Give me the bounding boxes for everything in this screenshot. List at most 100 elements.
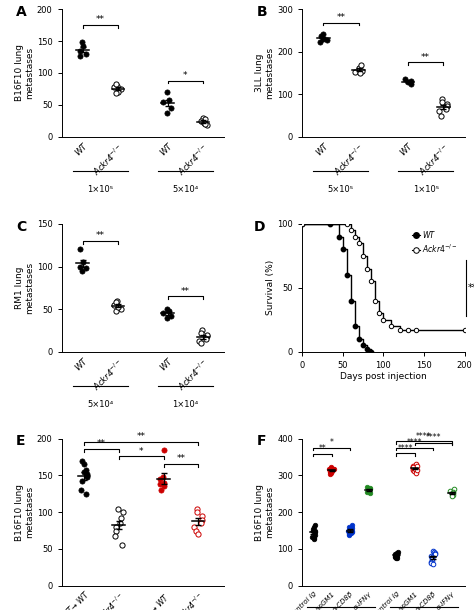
- Point: [438, 95, 446, 104]
- Point: [165, 96, 173, 106]
- Text: 5×10⁴: 5×10⁴: [87, 400, 114, 409]
- Point: [114, 504, 121, 514]
- Point: [310, 522, 318, 532]
- Point: [76, 51, 83, 60]
- Point: [401, 74, 409, 84]
- Point: [311, 526, 319, 536]
- Point: [443, 101, 451, 111]
- Point: [197, 116, 205, 126]
- Point: [431, 548, 439, 558]
- Point: [351, 232, 359, 242]
- Point: [410, 461, 417, 471]
- Point: [329, 464, 337, 474]
- Point: [110, 300, 118, 310]
- Text: **: **: [337, 13, 346, 22]
- Point: [114, 87, 121, 97]
- Point: [345, 522, 352, 532]
- X-axis label: Days post injection: Days post injection: [340, 373, 427, 381]
- Point: [428, 551, 435, 561]
- Point: [298, 219, 306, 229]
- Text: **: **: [137, 432, 146, 441]
- Point: [348, 520, 356, 530]
- Point: [392, 552, 399, 562]
- Point: [160, 478, 168, 488]
- Point: [111, 531, 118, 541]
- Point: [195, 337, 203, 346]
- Point: [404, 325, 411, 335]
- Point: [77, 486, 85, 495]
- Point: [344, 526, 351, 536]
- Point: [165, 306, 173, 315]
- Text: **: **: [181, 287, 190, 296]
- Text: *: *: [139, 447, 143, 456]
- Point: [117, 84, 125, 94]
- Text: 5×10⁴: 5×10⁴: [172, 185, 198, 195]
- Point: [363, 483, 371, 492]
- Point: [163, 108, 171, 118]
- Point: [351, 321, 359, 331]
- Point: [311, 528, 319, 537]
- Point: [447, 486, 454, 496]
- Point: [428, 558, 435, 568]
- Text: D: D: [253, 220, 265, 234]
- Point: [76, 46, 84, 56]
- Point: [82, 489, 90, 499]
- Point: [330, 464, 338, 474]
- Point: [348, 526, 356, 536]
- Point: [79, 257, 86, 267]
- Point: [428, 552, 435, 562]
- Y-axis label: B16F10 lung
metastases: B16F10 lung metastases: [15, 45, 34, 101]
- Legend: WT, $Ackr4^{-/-}$: WT, $Ackr4^{-/-}$: [409, 228, 461, 257]
- Text: A: A: [16, 5, 27, 20]
- Point: [203, 330, 210, 340]
- Point: [355, 239, 363, 248]
- Point: [358, 66, 365, 76]
- Point: [366, 484, 374, 494]
- Point: [364, 487, 371, 497]
- Point: [158, 486, 165, 495]
- Point: [412, 459, 420, 469]
- Text: 1×10⁵: 1×10⁵: [87, 185, 114, 195]
- Point: [359, 251, 367, 260]
- Point: [323, 35, 330, 45]
- Point: [392, 553, 399, 563]
- Y-axis label: RM1 lung
metastases: RM1 lung metastases: [15, 262, 34, 314]
- Point: [328, 466, 336, 476]
- Text: C: C: [16, 220, 27, 234]
- Point: [156, 474, 164, 484]
- Point: [191, 522, 198, 532]
- Point: [346, 524, 354, 534]
- Point: [346, 529, 353, 539]
- Text: ****: ****: [416, 432, 432, 440]
- Point: [339, 245, 346, 254]
- Point: [449, 490, 456, 500]
- Point: [428, 553, 436, 563]
- Text: **: **: [176, 454, 185, 463]
- Point: [346, 530, 353, 540]
- Point: [430, 547, 438, 557]
- Point: [431, 550, 439, 559]
- Point: [327, 463, 334, 473]
- Point: [81, 459, 88, 469]
- Point: [375, 309, 383, 318]
- Point: [335, 232, 342, 242]
- Point: [450, 487, 457, 497]
- Point: [319, 29, 327, 38]
- Point: [117, 513, 125, 523]
- Point: [443, 104, 450, 114]
- Point: [167, 311, 174, 321]
- Point: [411, 464, 419, 474]
- Point: [444, 99, 451, 109]
- Point: [391, 551, 399, 561]
- Point: [308, 533, 316, 542]
- Y-axis label: B16F10 lung
metastases: B16F10 lung metastases: [255, 484, 274, 540]
- Point: [347, 529, 355, 539]
- Point: [429, 546, 437, 556]
- Point: [448, 491, 456, 501]
- Point: [347, 226, 355, 235]
- Text: ****: ****: [425, 434, 441, 442]
- Point: [199, 113, 207, 123]
- Point: [326, 464, 333, 474]
- Point: [164, 304, 171, 314]
- Point: [203, 120, 210, 130]
